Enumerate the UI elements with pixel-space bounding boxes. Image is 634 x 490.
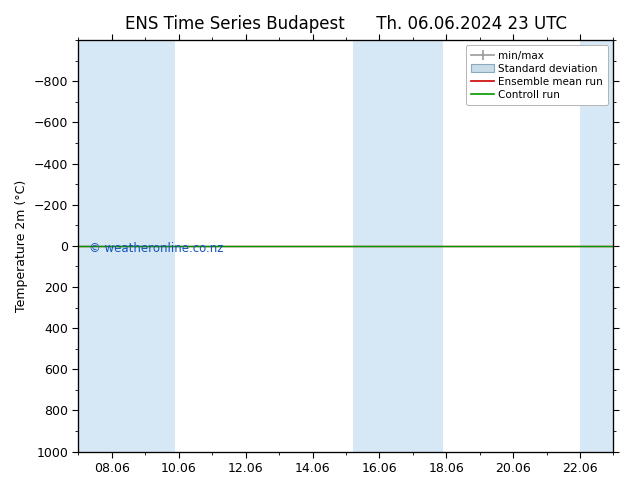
Bar <box>79 40 176 452</box>
Legend: min/max, Standard deviation, Ensemble mean run, Controll run: min/max, Standard deviation, Ensemble me… <box>466 45 608 105</box>
Title: ENS Time Series Budapest      Th. 06.06.2024 23 UTC: ENS Time Series Budapest Th. 06.06.2024 … <box>125 15 567 33</box>
Bar <box>353 40 443 452</box>
Bar <box>580 40 614 452</box>
Text: © weatheronline.co.nz: © weatheronline.co.nz <box>89 242 224 255</box>
Y-axis label: Temperature 2m (°C): Temperature 2m (°C) <box>15 180 28 312</box>
